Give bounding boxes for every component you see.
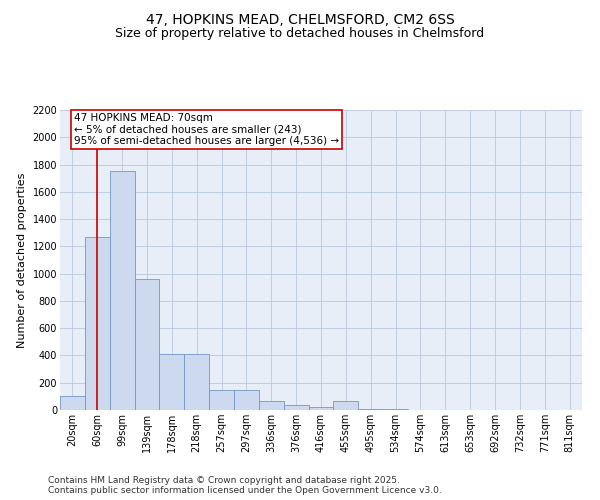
Bar	[110, 172, 134, 410]
Text: 47, HOPKINS MEAD, CHELMSFORD, CM2 6SS: 47, HOPKINS MEAD, CHELMSFORD, CM2 6SS	[146, 12, 454, 26]
Bar	[284, 404, 308, 410]
Bar	[85, 237, 110, 410]
Text: Size of property relative to detached houses in Chelmsford: Size of property relative to detached ho…	[115, 28, 485, 40]
Text: Contains HM Land Registry data © Crown copyright and database right 2025.
Contai: Contains HM Land Registry data © Crown c…	[48, 476, 442, 495]
Bar	[184, 354, 209, 410]
Bar	[383, 408, 408, 410]
Bar	[60, 396, 85, 410]
Bar	[259, 401, 284, 410]
Y-axis label: Number of detached properties: Number of detached properties	[17, 172, 27, 348]
Bar	[308, 406, 334, 410]
Bar	[134, 279, 160, 410]
Bar	[160, 354, 184, 410]
Text: 47 HOPKINS MEAD: 70sqm
← 5% of detached houses are smaller (243)
95% of semi-det: 47 HOPKINS MEAD: 70sqm ← 5% of detached …	[74, 112, 339, 146]
Bar	[358, 408, 383, 410]
Bar	[334, 401, 358, 410]
Bar	[209, 390, 234, 410]
Bar	[234, 390, 259, 410]
